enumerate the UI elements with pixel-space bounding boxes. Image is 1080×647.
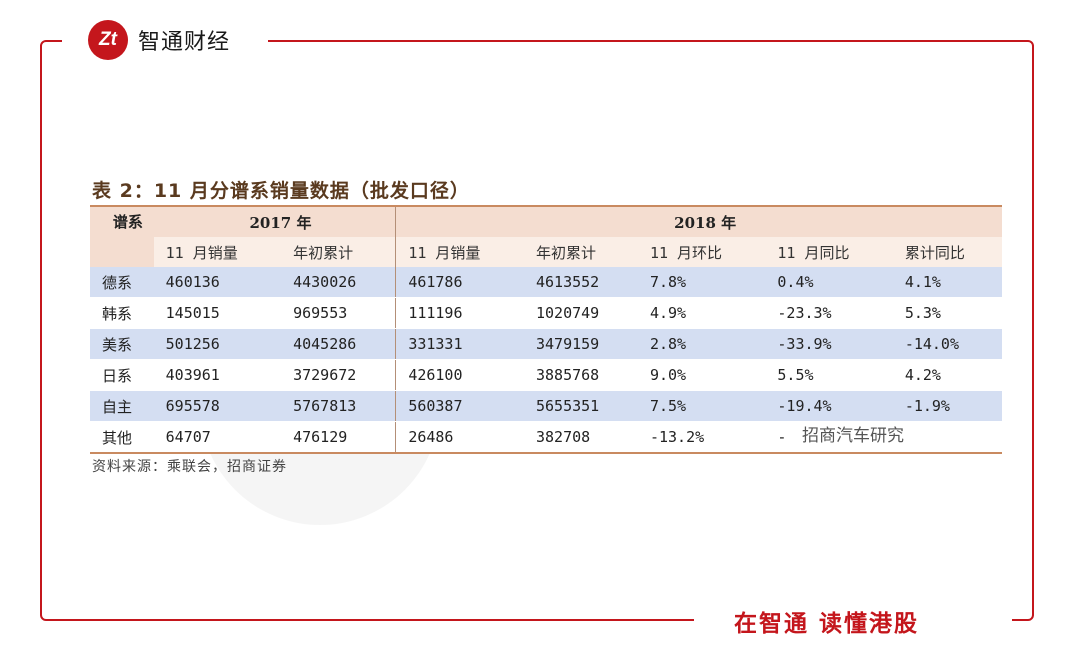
subheader: 11 月同比	[765, 237, 893, 267]
table-row: 其他 64707 476129 26486 382708 -13.2% -	[90, 421, 1002, 454]
cell: 3479159	[524, 328, 638, 360]
cell: 695578	[153, 390, 282, 422]
watermark-text: 招商汽车研究	[802, 426, 904, 446]
cell: -14.0%	[892, 328, 1002, 360]
cell: 0.4%	[765, 267, 893, 298]
cell: 5.3%	[892, 297, 1002, 329]
table-row: 自主 695578 5767813 560387 5655351 7.5% -1…	[90, 390, 1002, 422]
cell: 26486	[395, 421, 524, 454]
subheader: 年初累计	[281, 237, 396, 267]
cell: 382708	[524, 421, 638, 454]
cell: 9.0%	[637, 359, 766, 391]
brand-logo: Zt 智通财经	[88, 20, 230, 60]
cell: 4.9%	[637, 297, 766, 329]
cell: 426100	[395, 359, 524, 391]
cell: 64707	[153, 421, 282, 454]
cell: 4.1%	[892, 267, 1002, 298]
red-frame	[40, 40, 1034, 621]
cell: 日系	[90, 359, 154, 391]
cell: 460136	[153, 267, 282, 298]
cell: 5767813	[281, 390, 396, 422]
cell: 美系	[90, 328, 154, 360]
cell: 德系	[90, 267, 154, 298]
cell	[892, 421, 1002, 454]
header-2018: 2018 年	[395, 205, 1002, 237]
cell: 自主	[90, 390, 154, 422]
table-row: 美系 501256 4045286 331331 3479159 2.8% -3…	[90, 328, 1002, 360]
cell: 4613552	[524, 267, 638, 298]
cell: 2.8%	[637, 328, 766, 360]
subheader: 11 月环比	[637, 237, 766, 267]
header-2017: 2017 年	[153, 205, 396, 237]
sales-table: 谱系 2017 年 2018 年 11 月销量 年初累计 11 月销量 年初累计…	[90, 205, 1002, 454]
cell: -19.4%	[765, 390, 893, 422]
cell: 其他	[90, 421, 154, 454]
subheader: 累计同比	[892, 237, 1002, 267]
cell: 476129	[281, 421, 396, 454]
cell: -1.9%	[892, 390, 1002, 422]
cell: 331331	[395, 328, 524, 360]
table-row: 日系 403961 3729672 426100 3885768 9.0% 5.…	[90, 359, 1002, 391]
cell: 403961	[153, 359, 282, 391]
cell: -33.9%	[765, 328, 893, 360]
cell: 969553	[281, 297, 396, 329]
cell: 7.8%	[637, 267, 766, 298]
cell: 1020749	[524, 297, 638, 329]
cell: 5655351	[524, 390, 638, 422]
frame-gap-bottom	[694, 608, 1012, 634]
cell: 461786	[395, 267, 524, 298]
cell: 5.5%	[765, 359, 893, 391]
subheader: 11 月销量	[153, 237, 282, 267]
brand-name: 智通财经	[138, 30, 231, 55]
cell: 145015	[153, 297, 282, 329]
cell: 4430026	[281, 267, 396, 298]
subheader: 年初累计	[524, 237, 638, 267]
cell: 4.2%	[892, 359, 1002, 391]
slogan: 在智通 读懂港股	[734, 611, 920, 637]
table-row: 德系 460136 4430026 461786 4613552 7.8% 0.…	[90, 267, 1002, 298]
cell: 3885768	[524, 359, 638, 391]
cell: -23.3%	[765, 297, 893, 329]
cell: -13.2%	[637, 421, 766, 454]
cell: 韩系	[90, 297, 154, 329]
zhitong-logo-icon: Zt	[88, 20, 128, 60]
header-series: 谱系	[90, 205, 154, 267]
cell: 3729672	[281, 359, 396, 391]
cell: 501256	[153, 328, 282, 360]
table-row: 韩系 145015 969553 111196 1020749 4.9% -23…	[90, 297, 1002, 329]
table-title: 表 2：11 月分谱系销量数据（批发口径）	[92, 180, 470, 202]
wechat-watermark: 招商汽车研究	[800, 421, 906, 446]
cell: 7.5%	[637, 390, 766, 422]
source-note: 资料来源：乘联会，招商证券	[92, 459, 287, 475]
subheader: 11 月销量	[395, 237, 524, 267]
cell: 4045286	[281, 328, 396, 360]
cell: 560387	[395, 390, 524, 422]
cell: 111196	[395, 297, 524, 329]
